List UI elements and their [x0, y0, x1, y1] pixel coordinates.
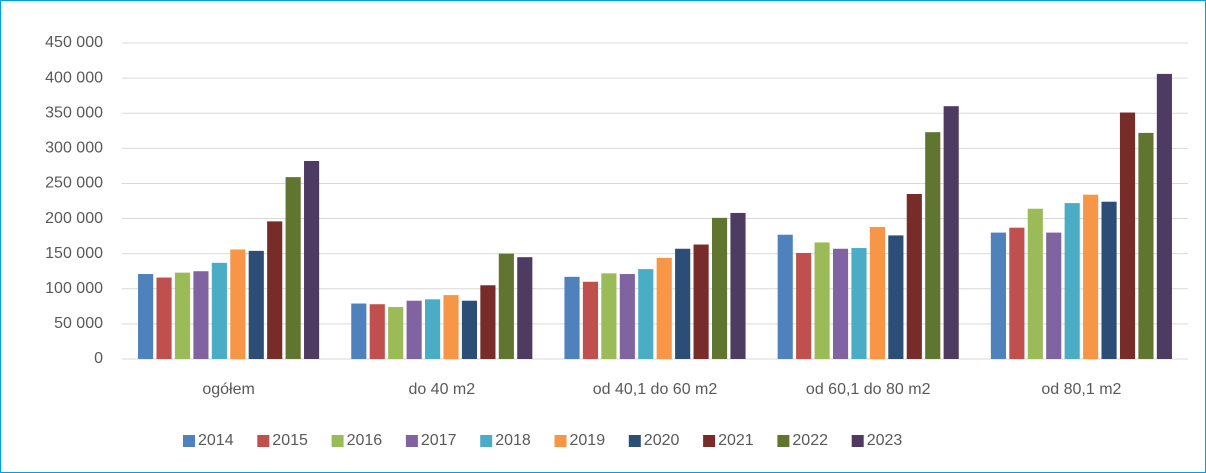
bar	[943, 106, 959, 359]
y-tick-label: 400 000	[45, 69, 103, 86]
legend-label: 2017	[421, 432, 457, 449]
x-tick-label: od 80,1 m2	[1041, 381, 1121, 398]
bar	[388, 307, 404, 359]
bar	[851, 248, 867, 359]
bar	[174, 272, 191, 359]
legend-swatch	[257, 435, 270, 447]
bar	[267, 221, 283, 359]
bar	[498, 253, 514, 359]
legend-swatch	[331, 435, 344, 447]
y-tick-label: 150 000	[45, 245, 103, 262]
bar	[1138, 132, 1154, 359]
y-tick-label: 0	[94, 350, 103, 367]
x-tick-label: do 40 m2	[408, 381, 475, 398]
bar	[517, 257, 533, 359]
bar	[425, 299, 441, 359]
bar	[711, 217, 728, 359]
bar	[230, 249, 246, 359]
legend-swatch	[851, 435, 864, 447]
bar	[406, 300, 422, 359]
x-tick-label: od 60,1 do 80 m2	[806, 381, 931, 398]
bar	[285, 177, 301, 359]
bar	[193, 271, 209, 359]
bar	[869, 226, 885, 359]
legend-swatch	[554, 435, 567, 447]
bar	[990, 232, 1006, 359]
y-tick-label: 50 000	[54, 315, 103, 332]
legend-label: 2021	[718, 432, 754, 449]
bar	[619, 274, 635, 359]
bar	[1009, 227, 1025, 359]
bar	[304, 160, 320, 359]
bar	[888, 235, 904, 359]
x-tick-label: od 40,1 do 60 m2	[593, 381, 718, 398]
legend-label: 2023	[867, 432, 903, 449]
bar	[1101, 201, 1117, 359]
legend-swatch	[703, 435, 716, 447]
bar	[156, 277, 172, 359]
y-tick-label: 100 000	[45, 280, 103, 297]
bar	[693, 244, 709, 359]
bar	[656, 257, 672, 359]
bar	[480, 285, 496, 359]
legend-label: 2022	[792, 432, 828, 449]
y-tick-label: 250 000	[45, 175, 103, 192]
bar	[906, 193, 922, 359]
bar	[461, 300, 478, 359]
bar	[730, 212, 746, 359]
y-tick-label: 450 000	[45, 34, 103, 51]
bar	[925, 132, 941, 359]
legend-label: 2014	[198, 432, 234, 449]
bar	[443, 295, 459, 359]
y-tick-label: 300 000	[45, 140, 103, 157]
legend-label: 2020	[644, 432, 680, 449]
bar	[796, 252, 812, 359]
bar	[564, 276, 580, 359]
bar	[248, 250, 264, 359]
bar	[1027, 208, 1043, 359]
bar	[211, 262, 227, 359]
legend-label: 2016	[347, 432, 383, 449]
y-tick-label: 200 000	[45, 210, 103, 227]
y-tick-label: 350 000	[45, 104, 103, 121]
legend-swatch	[480, 435, 493, 447]
bar	[777, 234, 793, 359]
legend-swatch	[628, 435, 641, 447]
bar	[601, 273, 617, 359]
legend-label: 2015	[272, 432, 308, 449]
bar	[1119, 112, 1136, 360]
bar	[351, 303, 367, 359]
bar	[369, 304, 385, 359]
bar	[1156, 73, 1172, 360]
bar	[1083, 194, 1099, 359]
x-tick-label: ogółem	[202, 381, 254, 398]
bar	[675, 248, 691, 359]
bar	[638, 269, 654, 359]
bar	[582, 281, 599, 359]
bar	[1064, 203, 1080, 359]
bar	[138, 274, 154, 359]
legend-swatch	[777, 435, 790, 447]
bar	[832, 248, 849, 359]
legend-swatch	[405, 435, 418, 447]
legend-label: 2018	[495, 432, 531, 449]
legend-label: 2019	[570, 432, 606, 449]
bar	[1046, 232, 1062, 359]
legend-swatch	[183, 435, 195, 447]
bar	[814, 242, 830, 359]
